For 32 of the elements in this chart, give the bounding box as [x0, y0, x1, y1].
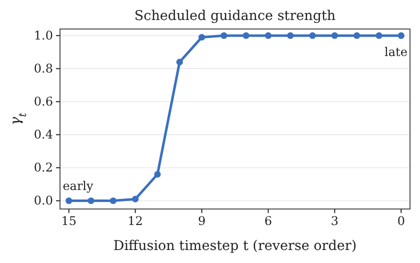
- point: [154, 171, 161, 178]
- x-tick-label: 3: [330, 214, 339, 228]
- y-tick-label: 0.4: [34, 128, 54, 142]
- point: [309, 32, 316, 39]
- x-tick-label: 15: [61, 214, 76, 228]
- annotation: late: [384, 45, 408, 59]
- point: [398, 32, 404, 39]
- x-tick-label: 6: [264, 214, 272, 228]
- y-tick-label: 1.0: [34, 28, 53, 43]
- point: [176, 58, 183, 66]
- point: [66, 197, 72, 204]
- y-tick-label: 0.2: [34, 160, 53, 175]
- point: [198, 34, 206, 41]
- point: [376, 32, 382, 39]
- x-tick-label: 0: [397, 214, 405, 228]
- y-tick-label: 0.8: [34, 62, 53, 76]
- chart-title: Scheduled guidance strength: [134, 8, 336, 24]
- point: [220, 32, 228, 39]
- point: [88, 197, 94, 204]
- point: [331, 32, 338, 39]
- annotation: early: [62, 179, 94, 193]
- point: [132, 196, 139, 202]
- x-tick-label: 12: [128, 214, 143, 228]
- point: [242, 32, 250, 39]
- point: [110, 197, 116, 204]
- x-tick-label: 9: [198, 214, 206, 228]
- point: [264, 32, 272, 39]
- x-axis-title: Diffusion timestep t (reverse order): [113, 238, 357, 254]
- y-tick-label: 0.6: [34, 94, 53, 109]
- point: [287, 32, 294, 39]
- y-tick-label: 0.0: [34, 194, 53, 208]
- point: [354, 32, 360, 39]
